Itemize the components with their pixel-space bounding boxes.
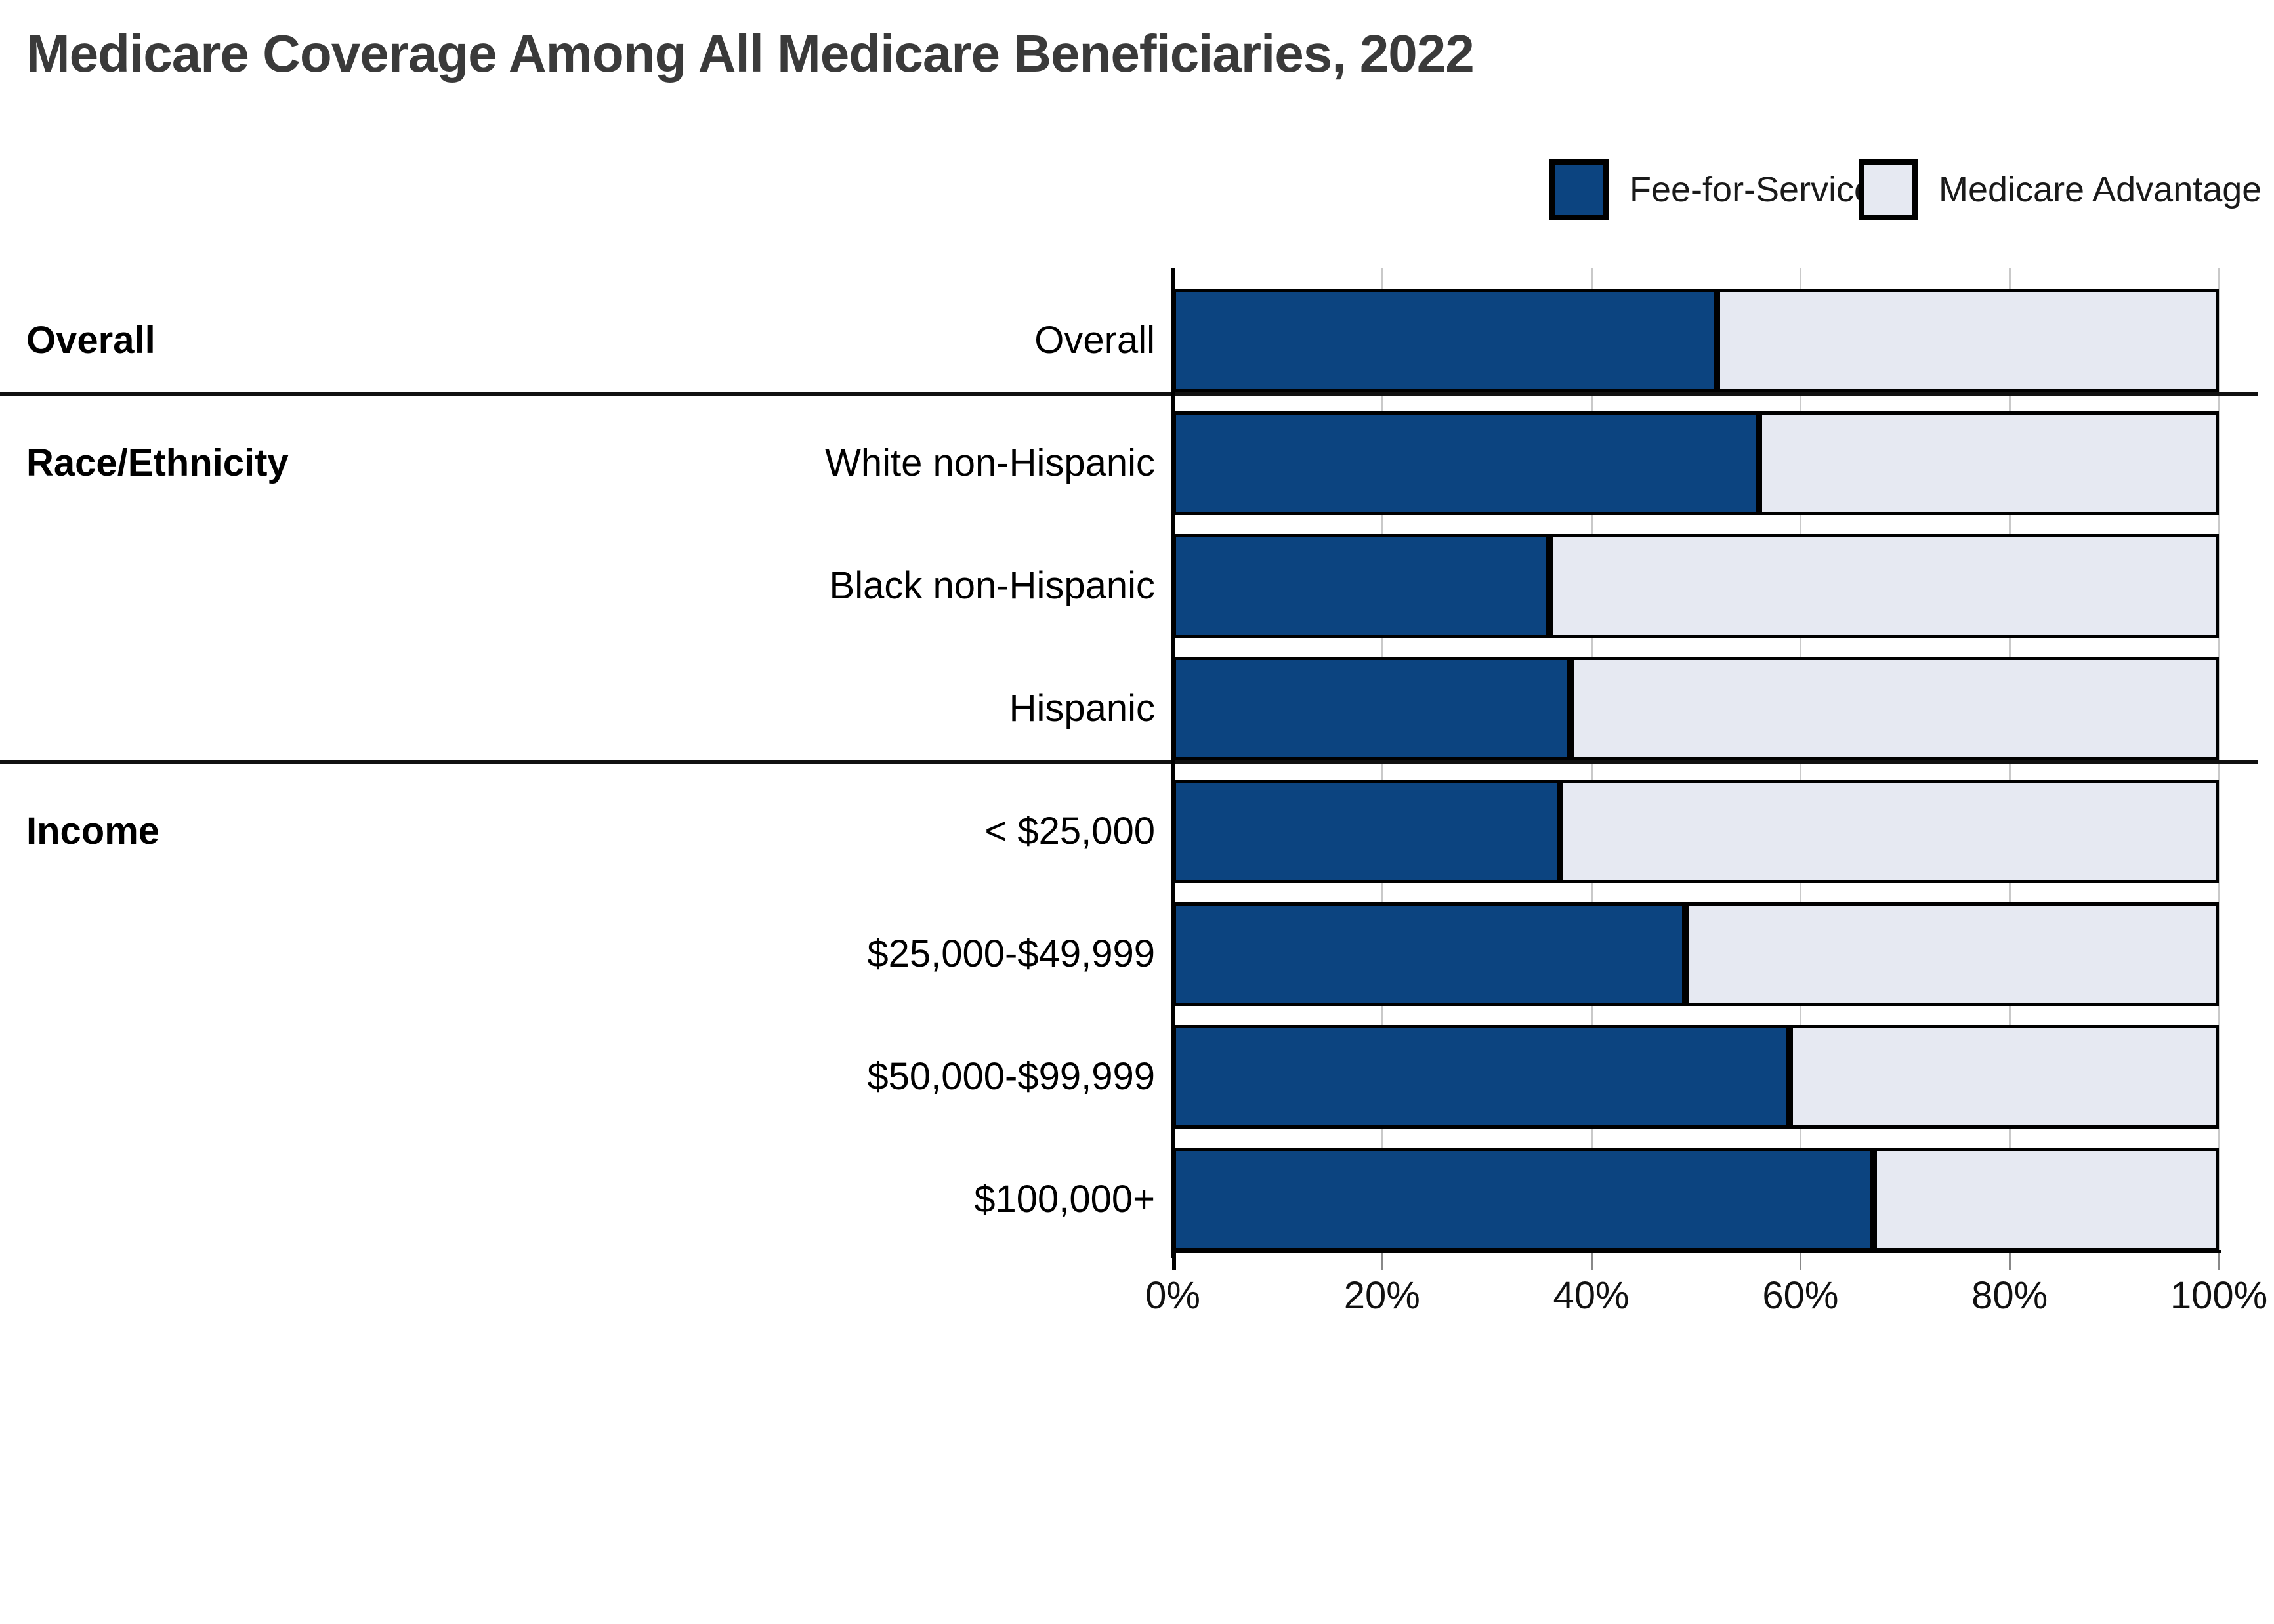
row-label: Black non-Hispanic xyxy=(829,564,1155,607)
bar-fee-for-service xyxy=(1173,1148,1874,1251)
gridline-100pct xyxy=(2218,268,2220,1251)
row-label: White non-Hispanic xyxy=(825,442,1155,484)
bar-medicare-advantage xyxy=(1874,1148,2219,1251)
x-axis-tick-label: 20% xyxy=(1343,1274,1420,1317)
x-axis-tick-label: 0% xyxy=(1145,1274,1200,1317)
chart-title: Medicare Coverage Among All Medicare Ben… xyxy=(26,24,1475,83)
row-label: $25,000-$49,999 xyxy=(867,932,1155,975)
row-label: Hispanic xyxy=(1009,687,1155,730)
legend-item-fee-for-service: Fee-for-Service xyxy=(1549,159,1874,220)
legend-swatch-medicare-advantage xyxy=(1859,159,1918,220)
x-axis-tick-label: 80% xyxy=(1971,1274,2048,1317)
row-label: Overall xyxy=(1034,319,1155,362)
row-label: $50,000-$99,999 xyxy=(867,1055,1155,1098)
x-axis-tick-100 xyxy=(2218,1253,2220,1270)
row-label: $100,000+ xyxy=(974,1178,1155,1220)
section-label-race-ethnicity: Race/Ethnicity xyxy=(26,442,289,484)
legend-item-medicare-advantage: Medicare Advantage xyxy=(1859,159,2262,220)
x-axis-tick-label: 60% xyxy=(1762,1274,1839,1317)
bar-medicare-advantage xyxy=(1717,289,2219,392)
bar-fee-for-service xyxy=(1173,411,1759,515)
bar-fee-for-service xyxy=(1173,657,1570,760)
x-axis-tick-20 xyxy=(1381,1253,1383,1270)
bar-medicare-advantage xyxy=(1759,411,2219,515)
bar-medicare-advantage xyxy=(1549,534,2219,638)
section-separator xyxy=(0,760,2258,764)
bar-fee-for-service xyxy=(1173,534,1549,638)
x-axis-tick-label: 40% xyxy=(1553,1274,1630,1317)
bar-fee-for-service xyxy=(1173,902,1685,1006)
y-axis-line xyxy=(1171,268,1175,1258)
bar-medicare-advantage xyxy=(1790,1025,2219,1129)
legend-label-fee-for-service: Fee-for-Service xyxy=(1630,170,1874,209)
bar-fee-for-service xyxy=(1173,1025,1790,1129)
x-axis-tick-60 xyxy=(1800,1253,1802,1270)
section-label-overall: Overall xyxy=(26,319,156,362)
section-separator xyxy=(0,392,2258,396)
x-axis-tick-40 xyxy=(1590,1253,1593,1270)
x-axis-tick-label: 100% xyxy=(2170,1274,2268,1317)
bar-medicare-advantage xyxy=(1570,657,2219,760)
row-label: < $25,000 xyxy=(984,810,1155,852)
x-axis-tick-0 xyxy=(1172,1253,1176,1270)
bar-medicare-advantage xyxy=(1685,902,2219,1006)
x-axis-tick-80 xyxy=(2009,1253,2011,1270)
bar-medicare-advantage xyxy=(1560,780,2219,883)
bar-fee-for-service xyxy=(1173,780,1560,883)
legend-label-medicare-advantage: Medicare Advantage xyxy=(1939,170,2262,209)
legend-swatch-fee-for-service xyxy=(1549,159,1609,220)
x-axis-baseline xyxy=(1171,1250,2221,1253)
section-label-income: Income xyxy=(26,810,160,852)
bar-fee-for-service xyxy=(1173,289,1717,392)
